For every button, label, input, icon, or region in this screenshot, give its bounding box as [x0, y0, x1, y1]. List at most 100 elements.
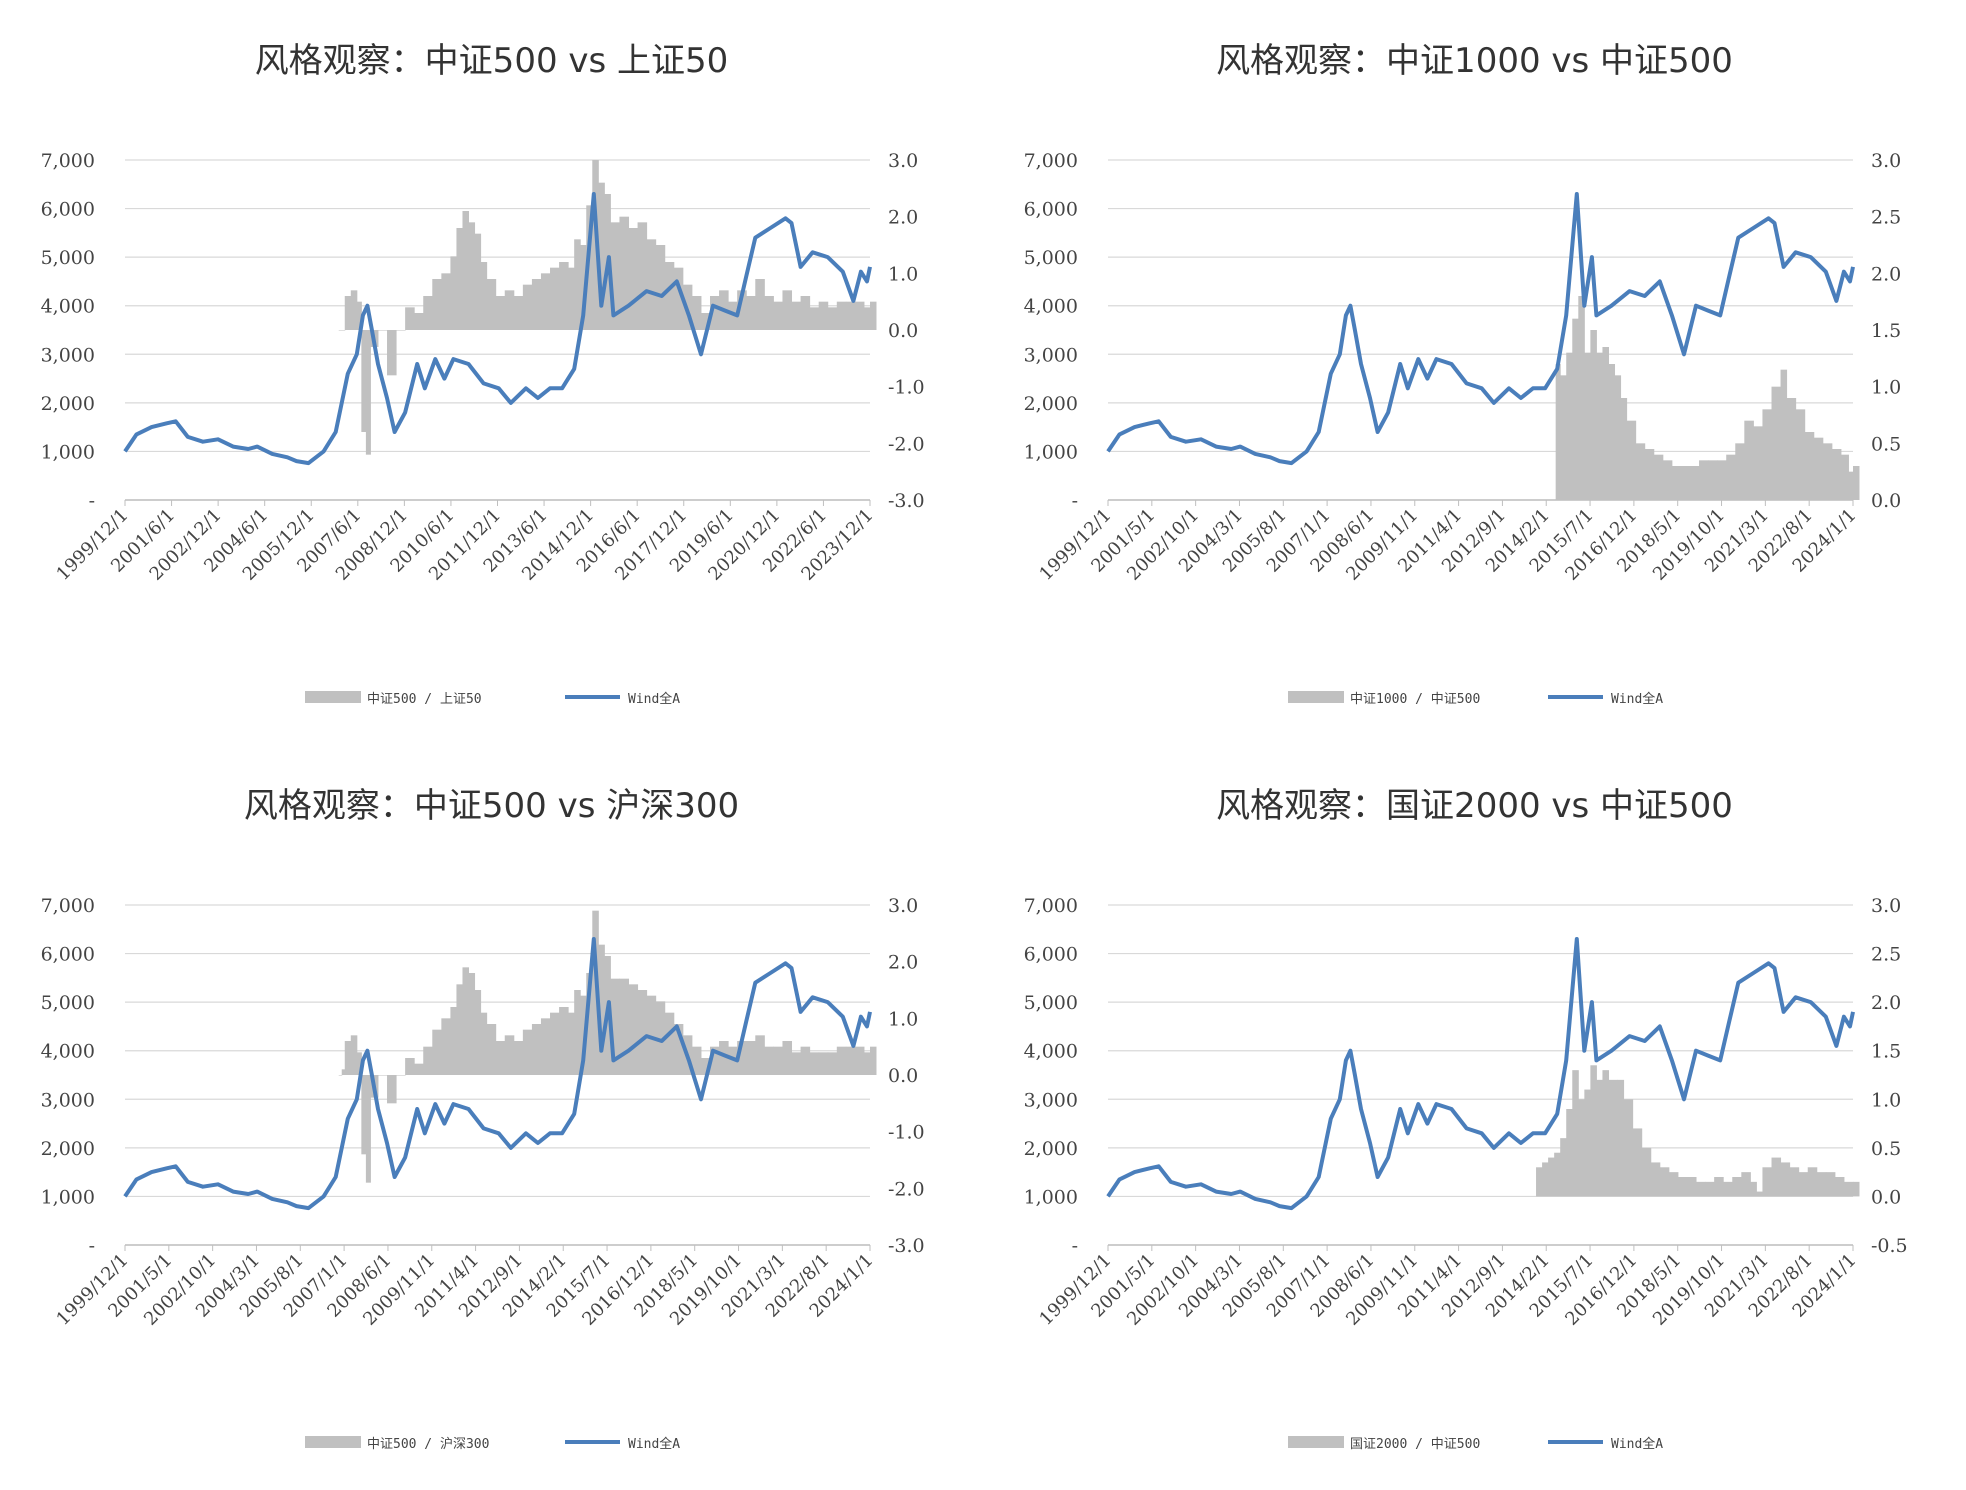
ratio-bar: [809, 1052, 820, 1075]
ratio-bar: [365, 1075, 371, 1183]
ratio-bar: [568, 267, 575, 330]
ratio-bar: [1717, 460, 1727, 500]
y-left-tick-label: 6,000: [41, 944, 95, 966]
ratio-bar: [531, 279, 542, 330]
ratio-bar: [1780, 1162, 1791, 1197]
ratio-bar: [773, 301, 783, 330]
ratio-bar: [1750, 1181, 1757, 1197]
ratio-bar: [414, 1063, 424, 1075]
ratio-bar: [1726, 454, 1736, 500]
ratio-bar: [691, 296, 702, 330]
ratio-bar: [1699, 460, 1709, 500]
y-left-tick-label: 4,000: [41, 1041, 95, 1063]
ratio-bar: [580, 245, 587, 330]
y-right-tick-label: 1.5: [1871, 1041, 1901, 1063]
ratio-bar: [646, 239, 657, 330]
ratio-bar: [637, 222, 648, 330]
ratio-bar: [468, 973, 476, 1075]
y-right-tick-label: 3.0: [1871, 895, 1901, 917]
y-right-tick-label: 2.0: [888, 207, 918, 229]
ratio-bar: [673, 1024, 684, 1075]
ratio-bar: [344, 1041, 352, 1075]
y-right-tick-label: 2.5: [1871, 207, 1901, 229]
y-right-tick-label: 0.0: [1871, 490, 1901, 512]
ratio-bar: [396, 1075, 406, 1076]
ratio-bar: [414, 313, 424, 330]
ratio-bar: [1762, 409, 1772, 500]
ratio-bar: [646, 995, 657, 1075]
ratio-bar: [586, 205, 593, 330]
ratio-bar: [1825, 1172, 1836, 1197]
y-right-tick-label: 2.0: [1871, 263, 1901, 285]
ratio-bar: [338, 330, 343, 331]
ratio-bar: [1555, 364, 1561, 500]
legend-label: Wind全A: [628, 1436, 680, 1452]
wind-all-a-line: [1106, 192, 1855, 466]
y-left-tick-label: -: [1072, 1235, 1078, 1257]
ratio-bar: [495, 1041, 506, 1075]
ratio-bar: [513, 296, 524, 330]
ratio-bar: [1723, 1181, 1733, 1197]
ratio-bar: [1680, 466, 1691, 500]
ratio-bar: [1644, 449, 1655, 500]
ratio-bar: [474, 233, 482, 330]
ratio-bar: [1771, 1157, 1782, 1197]
ratio-bar: [574, 239, 581, 330]
ratio-bar: [1641, 1147, 1652, 1197]
ratio-bar: [1623, 1099, 1634, 1197]
y-left-tick-label: 4,000: [41, 296, 95, 318]
ratio-bar: [1659, 1167, 1670, 1197]
y-left-tick-label: 5,000: [1024, 247, 1078, 269]
y-right-tick-label: 1.0: [1871, 1089, 1901, 1111]
ratio-bar: [423, 1046, 433, 1075]
ratio-bar: [700, 1058, 711, 1075]
ratio-bar: [504, 290, 515, 330]
ratio-bar: [1686, 1177, 1697, 1197]
ratio-bar: [1696, 1181, 1706, 1197]
legend-swatch-bar: [1288, 691, 1344, 703]
y-right-tick-label: 1.0: [888, 1008, 918, 1030]
y-right-tick-label: -2.0: [888, 433, 925, 455]
ratio-bar: [1668, 1172, 1679, 1197]
ratio-bar: [827, 1052, 838, 1075]
ratio-bar: [1741, 1172, 1751, 1197]
ratio-bar: [441, 1018, 451, 1075]
y-left-tick-label: -: [89, 490, 95, 512]
ratio-bar: [341, 330, 346, 331]
ratio-bar: [462, 211, 470, 330]
ratio-bar: [1653, 454, 1664, 500]
y-right-tick-label: -1.0: [888, 1122, 925, 1144]
ratio-bar: [513, 1041, 524, 1075]
ratio-bar: [1705, 1181, 1715, 1197]
ratio-bar: [405, 307, 415, 330]
ratio-bar: [550, 267, 560, 330]
ratio-bar: [1708, 460, 1718, 500]
ratio-bar: [559, 1007, 569, 1075]
ratio-bar: [746, 296, 756, 330]
y-right-tick-label: 1.5: [1871, 320, 1901, 342]
ratio-bar: [664, 1012, 675, 1075]
y-left-tick-label: 2,000: [41, 1138, 95, 1160]
ratio-bar: [1831, 449, 1842, 500]
legend-label: 中证500 / 沪深300: [367, 1436, 489, 1452]
ratio-bar: [1840, 454, 1849, 500]
ratio-bar: [568, 1012, 575, 1075]
ratio-bar: [441, 273, 451, 330]
chart-panel-3: 风格观察：中证500 vs 沪深300 - 1,000 2,000 3,000 4,000…: [0, 745, 983, 1490]
ratio-bar: [586, 973, 593, 1075]
ratio-bar: [1548, 1157, 1555, 1197]
ratio-bar: [1560, 1138, 1567, 1197]
ratio-bar: [486, 1024, 497, 1075]
y-right-tick-label: 1.0: [888, 263, 918, 285]
ratio-bar: [522, 1029, 533, 1075]
y-right-tick-label: 0.0: [888, 1065, 918, 1087]
ratio-bar: [1602, 347, 1609, 500]
ratio-bar: [480, 1012, 488, 1075]
ratio-bar: [531, 1024, 542, 1075]
y-right-tick-label: 3.0: [888, 150, 918, 172]
ratio-bar: [350, 1035, 358, 1075]
ratio-bar: [1848, 471, 1854, 500]
ratio-bar: [1578, 296, 1585, 500]
ratio-bar: [432, 279, 442, 330]
ratio-bar: [628, 984, 639, 1075]
